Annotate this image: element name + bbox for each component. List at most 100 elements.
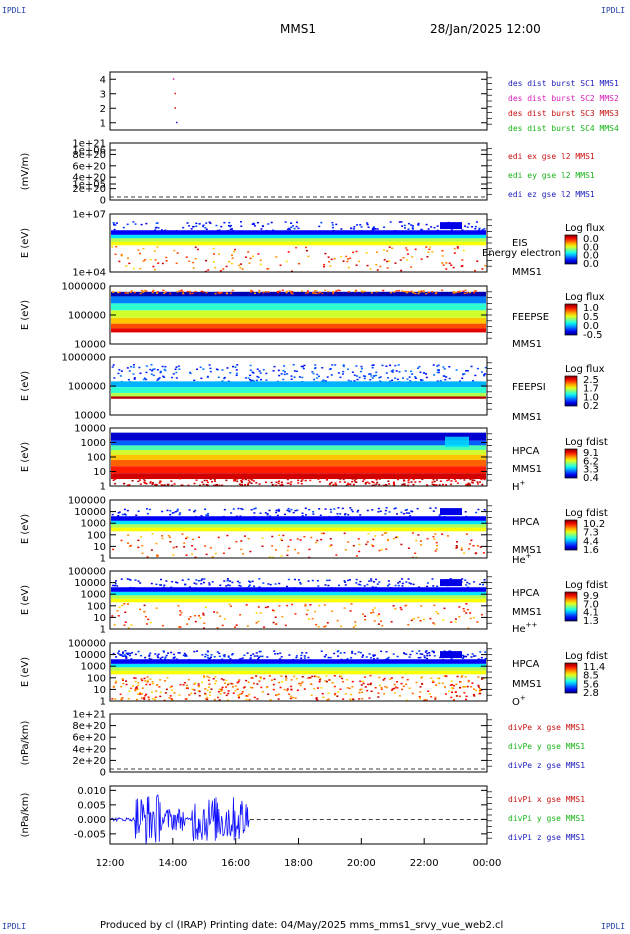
spectrogram-speckle [253,225,256,227]
spectrogram-speckle [403,484,406,487]
spectrogram-speckle [230,512,233,514]
spectrogram-speckle [429,507,432,509]
spectrogram-speckle [137,480,140,483]
spectrogram-speckle [113,584,116,587]
spectrogram-speckle [301,681,304,683]
panel-label: MMS1 [512,339,542,350]
spectrogram-speckle [318,225,321,228]
spectrogram-speckle [444,378,447,381]
spectrogram-speckle [351,510,354,513]
spectrogram-speckle [185,698,188,700]
spectrogram-speckle [339,652,342,654]
spectrogram-speckle [124,654,127,656]
spectrogram-speckle [411,225,414,227]
spectrogram-speckle [323,265,326,268]
spectrogram-speckle [209,370,212,373]
spectrogram-speckle [354,481,357,483]
spectrogram-speckle [225,265,228,268]
spectrogram-speckle [161,262,164,265]
spectrogram-speckle [340,675,343,677]
spectrogram-speckle [406,249,409,251]
spectrogram-speckle [277,698,280,700]
spectrogram-speckle [206,481,209,484]
spectrogram-speckle [223,377,226,380]
spectrogram-speckle [149,258,152,261]
legend-entry: divPi x gse MMS1 [508,795,585,804]
spectrogram-speckle [305,246,308,249]
spectrogram-speckle [409,515,412,517]
spectrogram-speckle [143,377,146,380]
spectrogram-speckle [166,483,169,486]
spectrogram-speckle [175,366,178,368]
spectrogram-speckle [358,698,361,700]
spectrogram-speckle [459,380,462,382]
spectrogram-speckle [178,368,181,370]
spectrogram-speckle [473,290,476,292]
spectrogram-speckle [329,482,332,485]
spectrogram-speckle [275,509,278,512]
spectrogram-speckle [366,222,369,224]
y-tick-label: 1000 [81,662,106,673]
spectrogram-speckle [335,554,338,556]
spectrogram-speckle [359,651,362,654]
panel-label: HPCA [512,517,540,528]
spectrogram-speckle [339,513,342,515]
spectrogram-speckle [194,548,197,550]
spectrogram-speckle [123,513,126,515]
spectrogram-band [111,527,486,532]
spectrogram-speckle [135,687,138,690]
spectrogram-speckle [121,655,124,657]
colorbar-tick-label: 5.6 [583,679,599,690]
spectrogram-speckle [336,650,339,653]
spectrogram-speckle [432,651,435,654]
spectrogram-speckle [396,687,399,689]
x-tick-label: 22:00 [410,858,439,869]
spectrogram-speckle [426,654,429,657]
spectrogram-speckle [164,692,167,694]
spectrogram-speckle [347,514,350,516]
spectrogram-speckle [467,679,470,682]
spectrogram-speckle [342,365,345,368]
spectrogram-speckle [233,480,236,482]
spectrogram-speckle [355,478,358,480]
spectrogram-speckle [391,379,394,382]
spectrogram-speckle [142,247,145,250]
spectrogram-speckle [120,254,123,257]
spectrogram-speckle [461,675,464,677]
spectrogram-speckle [459,686,462,689]
spectrogram-speckle [460,549,463,551]
spectrogram-speckle [290,222,293,224]
spectrogram-speckle [264,481,267,484]
spectrogram-speckle [301,652,304,654]
spectrogram-speckle [311,675,314,678]
spectrogram-speckle [279,658,282,660]
spectrogram-speckle [207,269,210,271]
spectrogram-band [111,667,486,671]
spectrogram-speckle [430,226,433,228]
spectrogram-speckle [435,541,438,544]
spectrogram-speckle [378,380,381,382]
spectrogram-speckle [125,680,128,682]
spectrogram-speckle [343,481,346,483]
spectrogram-speckle [427,690,430,692]
spectrogram-speckle [178,694,181,696]
spectrogram-speckle [350,509,353,511]
y-tick-label: -0.005 [74,829,106,840]
spectrogram-speckle [281,681,284,683]
spectrogram-speckle [139,372,142,375]
spectrogram-speckle [215,680,218,682]
spectrogram-speckle [206,689,209,692]
spectrogram-speckle [344,549,347,551]
spectrogram-speckle [266,656,269,658]
spectrogram-speckle [411,532,414,534]
y-tick-label: 100 [87,530,106,541]
spectrogram-speckle [202,290,205,293]
spectrogram-speckle [408,376,411,378]
spectrogram-speckle [359,370,362,373]
spectrogram-speckle [113,377,116,379]
spectrogram-speckle [208,694,211,697]
spectrogram-speckle [310,683,313,685]
spectrogram-speckle [484,366,487,369]
spectrogram-speckle [369,268,372,270]
spectrogram-speckle [281,615,284,618]
